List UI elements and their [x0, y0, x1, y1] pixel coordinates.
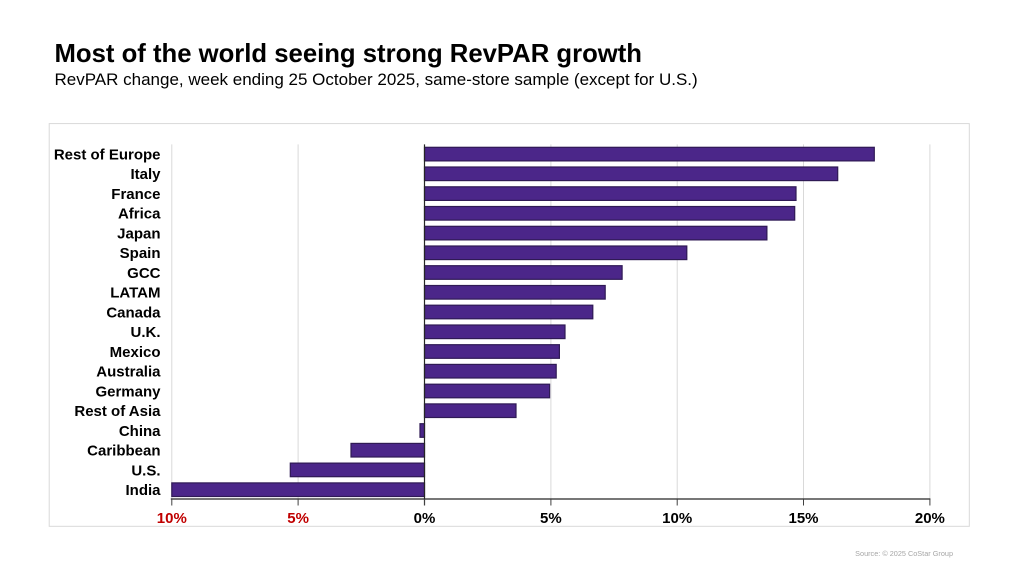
- svg-text:0%: 0%: [414, 510, 436, 527]
- svg-text:GCC: GCC: [127, 265, 161, 282]
- svg-text:10%: 10%: [157, 510, 187, 527]
- svg-text:India: India: [125, 482, 161, 499]
- svg-text:Africa: Africa: [118, 206, 161, 223]
- svg-text:China: China: [119, 423, 161, 440]
- svg-text:Germany: Germany: [95, 383, 161, 400]
- svg-text:France: France: [111, 186, 160, 203]
- svg-text:Australia: Australia: [96, 364, 161, 381]
- svg-text:Rest of Europe: Rest of Europe: [54, 147, 161, 164]
- svg-text:Mexico: Mexico: [110, 344, 161, 361]
- svg-text:20%: 20%: [915, 510, 945, 527]
- svg-text:Canada: Canada: [106, 304, 161, 321]
- svg-text:Japan: Japan: [117, 226, 160, 243]
- svg-text:5%: 5%: [287, 510, 309, 527]
- svg-text:10%: 10%: [662, 510, 692, 527]
- svg-text:U.K.: U.K.: [131, 324, 161, 341]
- svg-text:15%: 15%: [788, 510, 818, 527]
- svg-text:5%: 5%: [540, 510, 562, 527]
- svg-text:Rest of Asia: Rest of Asia: [74, 403, 161, 420]
- svg-text:U.S.: U.S.: [131, 462, 160, 479]
- svg-text:Italy: Italy: [130, 166, 161, 183]
- svg-text:Spain: Spain: [120, 245, 161, 262]
- svg-text:Caribbean: Caribbean: [87, 443, 160, 460]
- svg-text:LATAM: LATAM: [110, 285, 160, 302]
